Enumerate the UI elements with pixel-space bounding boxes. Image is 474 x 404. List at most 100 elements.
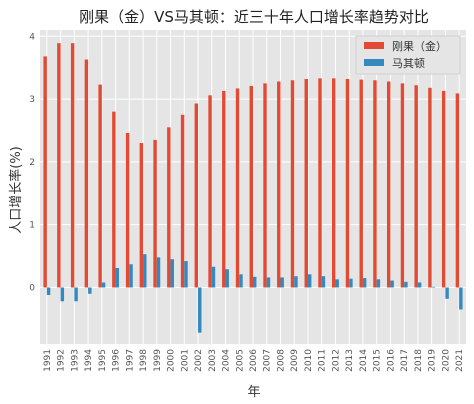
x-tick-label: 2009	[290, 349, 300, 372]
y-tick-label: 2	[29, 158, 35, 168]
bar-drc	[386, 81, 391, 288]
y-tick-label: 1	[29, 221, 35, 231]
bars	[43, 43, 463, 333]
legend: 刚果（金） 马其顿	[355, 35, 461, 75]
x-tick-label: 2016	[386, 349, 396, 372]
bar-drc	[455, 93, 460, 288]
bar-macedonia	[170, 259, 174, 288]
x-tick-label: 2019	[428, 349, 438, 372]
x-tick-label: 2001	[180, 349, 190, 372]
bar-drc	[222, 90, 226, 288]
x-tick-label: 1999	[153, 349, 163, 372]
legend-swatch-drc	[364, 42, 384, 49]
x-tick-label: 2018	[414, 349, 424, 372]
x-tick-label: 2003	[208, 349, 218, 372]
bar-macedonia	[266, 277, 271, 288]
bar-macedonia	[459, 287, 463, 310]
bar-drc	[359, 79, 363, 288]
bar-macedonia	[184, 261, 188, 288]
bar-drc	[318, 78, 322, 288]
x-tick-label: 2000	[167, 349, 177, 372]
x-axis-label: 年	[247, 385, 260, 400]
x-tick-label: 1995	[98, 349, 108, 372]
bar-drc	[180, 114, 185, 288]
x-tick-label: 2006	[249, 349, 259, 372]
bar-drc	[277, 81, 281, 288]
bar-macedonia	[101, 282, 106, 288]
y-axis-label: 人口增长率(%)	[8, 146, 24, 234]
bar-drc	[263, 83, 267, 288]
bar-drc	[249, 85, 253, 288]
bar-macedonia	[280, 277, 284, 288]
x-tick-label: 1996	[112, 349, 122, 372]
x-tick-label: 1991	[43, 349, 53, 372]
bar-drc	[57, 43, 61, 288]
bar-macedonia	[294, 276, 298, 288]
bar-macedonia	[404, 281, 408, 288]
x-tick-label: 2020	[441, 349, 451, 372]
x-tick-label: 2017	[400, 349, 410, 372]
bar-macedonia	[253, 276, 257, 288]
bar-macedonia	[239, 274, 243, 288]
bar-macedonia	[307, 274, 312, 288]
legend-label-drc: 刚果（金）	[392, 39, 447, 53]
x-tick-label: 1993	[70, 349, 80, 372]
x-tick-label: 1998	[139, 349, 149, 372]
legend-swatch-macedonia	[364, 59, 384, 66]
x-tick-label: 2002	[194, 349, 204, 372]
bar-macedonia	[225, 269, 229, 288]
bar-drc	[304, 78, 308, 288]
bar-drc	[345, 78, 350, 288]
x-tick-label: 2011	[318, 349, 328, 372]
x-axis-ticks: 1991 1992 1993 1994 1995 1996 1997 1998 1999 2000…	[43, 349, 465, 372]
y-axis-ticks: 0 1 2 3 4	[29, 32, 35, 293]
bar-macedonia	[143, 254, 147, 288]
bar-drc	[167, 127, 171, 288]
bar-macedonia	[74, 287, 78, 302]
bar-macedonia	[211, 266, 216, 288]
bar-drc	[194, 103, 199, 288]
x-tick-label: 2015	[373, 349, 383, 372]
bar-drc	[400, 83, 405, 288]
bar-macedonia	[417, 282, 422, 288]
y-tick-label: 4	[29, 32, 35, 42]
bar-macedonia	[362, 278, 367, 288]
legend-label-macedonia: 马其顿	[392, 56, 425, 70]
bar-drc	[441, 90, 446, 288]
x-tick-label: 1997	[125, 349, 135, 372]
bar-macedonia	[335, 279, 339, 288]
bar-macedonia	[129, 264, 133, 288]
bar-macedonia	[445, 287, 449, 299]
x-tick-label: 2014	[359, 349, 369, 372]
bar-macedonia	[198, 287, 202, 333]
bar-macedonia	[156, 257, 161, 288]
bar-drc	[139, 143, 144, 288]
bar-macedonia	[390, 280, 394, 288]
bar-drc	[70, 43, 75, 288]
bar-drc	[112, 111, 116, 288]
bar-drc	[235, 88, 240, 288]
bar-drc	[43, 56, 47, 288]
x-tick-label: 2004	[222, 349, 232, 372]
bar-macedonia	[115, 268, 120, 288]
bar-drc	[208, 95, 212, 288]
x-tick-label: 2012	[331, 349, 341, 372]
bar-macedonia	[349, 278, 353, 288]
bar-macedonia	[88, 287, 92, 294]
bar-drc	[373, 80, 377, 288]
bar-drc	[98, 84, 102, 288]
x-tick-label: 1994	[84, 349, 94, 372]
bar-macedonia	[60, 287, 65, 302]
chart-title: 刚果（金）VS马其顿：近三十年人口增长率趋势对比	[79, 8, 429, 26]
bar-macedonia	[376, 279, 381, 288]
x-tick-label: 2013	[345, 349, 355, 372]
bar-drc	[414, 85, 418, 288]
bar-drc	[428, 87, 432, 288]
x-tick-label: 2005	[235, 349, 245, 372]
y-tick-label: 3	[29, 95, 35, 105]
x-tick-label: 2010	[304, 349, 314, 372]
y-tick-label: 0	[29, 283, 35, 293]
bar-drc	[125, 132, 130, 288]
bar-drc	[332, 78, 336, 288]
